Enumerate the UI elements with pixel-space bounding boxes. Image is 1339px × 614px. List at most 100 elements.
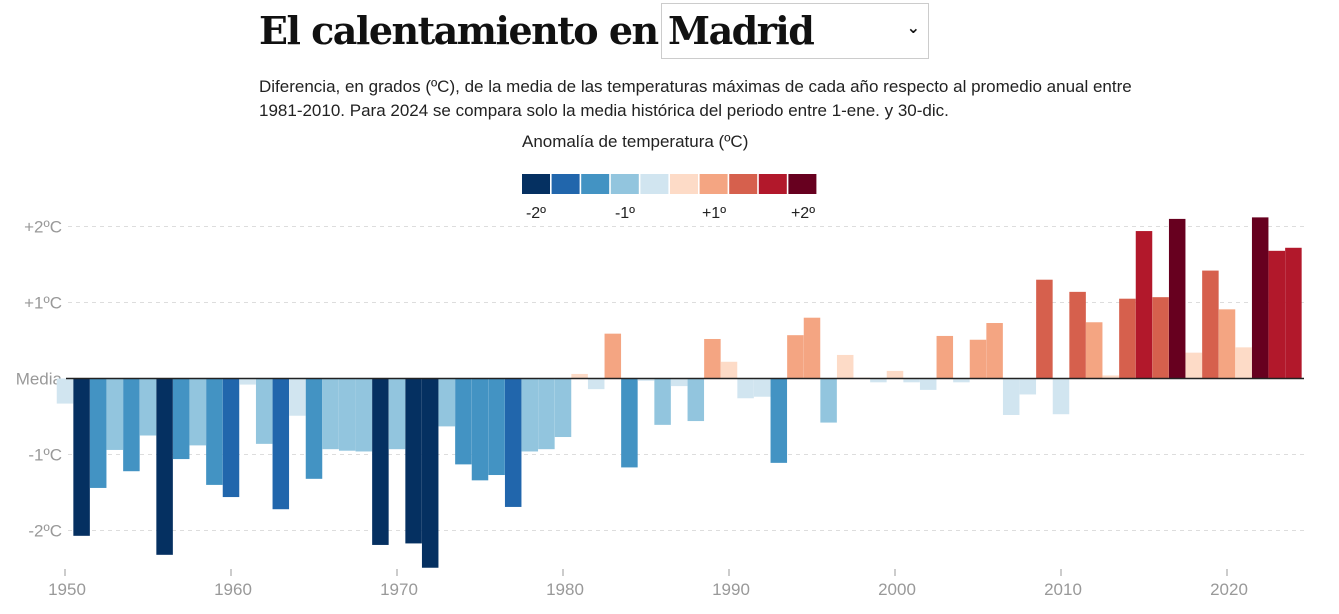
bar-2018 [1185, 352, 1203, 379]
bar-2023 [1268, 250, 1286, 379]
bar-1989 [704, 338, 721, 379]
bar-1952 [89, 378, 107, 488]
x-tick-label: 1970 [380, 580, 418, 599]
bar-1966 [322, 378, 339, 450]
bar-2004 [953, 378, 970, 383]
bar-2020 [1218, 309, 1236, 379]
bar-1976 [488, 378, 505, 476]
bar-1987 [670, 378, 688, 387]
bar-1995 [803, 317, 821, 379]
bar-1979 [538, 378, 555, 450]
x-tick-label: 1990 [712, 580, 750, 599]
bar-1984 [621, 378, 638, 468]
legend-swatch [610, 174, 639, 194]
bar-1950 [56, 378, 74, 404]
bar-2014 [1119, 298, 1136, 379]
bar-1964 [289, 378, 306, 416]
bar-2021 [1235, 347, 1252, 379]
bar-1968 [355, 378, 373, 452]
bar-1970 [388, 378, 406, 450]
x-tick-label: 2020 [1210, 580, 1248, 599]
bar-2006 [986, 323, 1003, 379]
legend-label: -1º [615, 205, 635, 222]
bar-1958 [189, 378, 207, 446]
bar-1978 [521, 378, 539, 452]
bar-1999 [870, 378, 887, 383]
page-title: El calentamiento en [259, 8, 659, 53]
bar-1973 [438, 378, 456, 427]
y-tick-label: +2ºC [24, 218, 62, 237]
city-select-value: Madrid [668, 8, 815, 53]
y-tick-label: -1ºC [28, 446, 62, 465]
bar-1955 [139, 378, 157, 436]
bar-2007 [1002, 378, 1020, 415]
bar-2010 [1052, 378, 1070, 415]
bar-1991 [737, 378, 754, 399]
legend-swatch [522, 174, 550, 194]
x-tick-label: 2000 [878, 580, 916, 599]
bar-2011 [1069, 291, 1086, 379]
bar-1994 [787, 335, 804, 379]
legend-swatch [729, 174, 758, 194]
bar-1983 [604, 333, 622, 379]
bar-2002 [919, 378, 937, 390]
chevron-down-icon: ⌄ [906, 18, 920, 37]
bar-1961 [239, 378, 256, 385]
bar-1974 [455, 378, 472, 465]
bar-2015 [1135, 231, 1153, 379]
bar-1996 [820, 378, 837, 423]
bar-1957 [172, 378, 190, 460]
legend-swatch [581, 174, 610, 194]
city-select[interactable]: Madrid ⌄ [661, 3, 929, 59]
bar-1954 [123, 378, 140, 472]
bar-2001 [903, 378, 920, 383]
legend-swatch [788, 174, 817, 194]
bar-2003 [936, 335, 954, 379]
x-tick-label: 1950 [48, 580, 86, 599]
bar-2019 [1202, 270, 1219, 379]
y-tick-label: Media [16, 370, 63, 389]
legend-label: -2º [526, 205, 546, 222]
bar-1990 [720, 361, 738, 379]
bar-1969 [372, 378, 389, 545]
x-tick-label: 1980 [546, 580, 584, 599]
legend-swatch [670, 174, 698, 194]
bar-2000 [886, 370, 904, 379]
bar-1959 [206, 378, 223, 485]
bar-1986 [654, 378, 671, 425]
legend-swatch [758, 174, 787, 194]
bar-1972 [421, 378, 439, 568]
legend-swatch [551, 174, 580, 194]
legend-label: +1º [702, 205, 726, 222]
bar-2013 [1102, 375, 1120, 379]
bar-2008 [1019, 378, 1037, 395]
bar-2024 [1285, 247, 1302, 379]
bar-1997 [836, 354, 854, 379]
bar-2017 [1168, 218, 1186, 379]
bar-1975 [471, 378, 489, 481]
bar-1962 [255, 378, 273, 444]
bar-2022 [1251, 217, 1269, 379]
bar-1982 [587, 378, 605, 390]
bar-1980 [554, 378, 572, 438]
bar-1965 [305, 378, 323, 479]
bar-1977 [504, 378, 522, 507]
x-tick-label: 1960 [214, 580, 252, 599]
subtitle: Diferencia, en grados (ºC), de la media … [259, 77, 1132, 120]
bar-1988 [687, 378, 705, 422]
bar-1951 [73, 378, 90, 536]
y-tick-label: +1ºC [24, 294, 62, 313]
bar-2005 [969, 339, 987, 379]
x-tick-label: 2010 [1044, 580, 1082, 599]
bar-1953 [106, 378, 124, 450]
bar-1971 [405, 378, 422, 544]
y-tick-label: -2ºC [28, 522, 62, 541]
legend-swatch [699, 174, 728, 194]
bar-2012 [1085, 322, 1103, 379]
bar-2016 [1152, 297, 1169, 379]
legend-title: Anomalía de temperatura (ºC) [522, 132, 749, 151]
bar-1993 [770, 378, 788, 463]
legend-label: +2º [791, 205, 815, 222]
bar-1963 [272, 378, 290, 510]
